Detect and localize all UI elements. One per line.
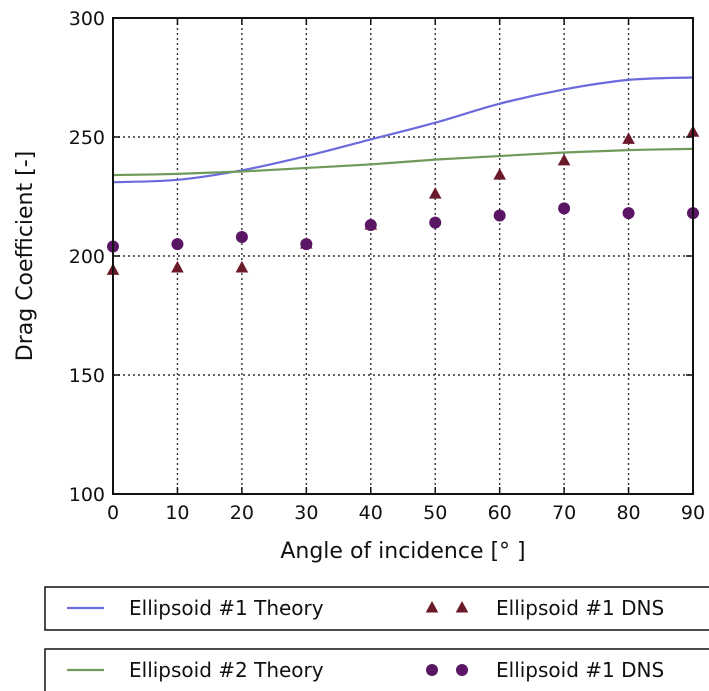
circle-point	[300, 238, 313, 251]
triangle-point	[235, 260, 249, 273]
legend-triangle-marker	[425, 601, 439, 613]
x-tick-label: 20	[230, 502, 254, 524]
y-axis-label: Drag Coefficient [-]	[13, 151, 38, 361]
x-tick-label: 80	[616, 502, 640, 524]
x-tick-label: 60	[488, 502, 512, 524]
series-line-1	[112, 76, 694, 184]
triangle-point	[622, 132, 635, 144]
y-tick-label: 250	[69, 127, 105, 149]
circle-point	[171, 238, 184, 251]
x-tick-label: 50	[423, 502, 447, 524]
legend: Ellipsoid #1 Theory Ellipsoid #1 DNS Ellip…	[44, 586, 709, 691]
x-tick-label: 40	[359, 502, 383, 524]
triangle-point	[171, 260, 184, 273]
legend-label: Ellipsoid #1 Theory	[129, 596, 324, 620]
x-tick-label: 90	[681, 502, 705, 524]
circle-point	[622, 207, 635, 220]
circle-point	[235, 230, 248, 243]
legend-circle-marker	[426, 664, 438, 676]
x-tick-label: 30	[294, 502, 318, 524]
legend-label: Ellipsoid #2 Theory	[129, 658, 324, 682]
y-tick-label: 200	[69, 246, 105, 268]
x-axis-label: Angle of incidence [° ]	[280, 539, 525, 564]
circle-point	[364, 219, 377, 232]
legend-box-1	[44, 586, 709, 631]
x-tick-label: 10	[165, 502, 189, 524]
x-tick-label: 0	[107, 502, 119, 524]
y-tick-label: 150	[69, 365, 105, 387]
circle-point	[493, 209, 506, 222]
plot-data	[106, 76, 700, 275]
triangle-point	[428, 187, 442, 199]
legend-label: Ellipsoid #1 DNS	[496, 658, 664, 682]
legend-label: Ellipsoid #1 DNS	[496, 596, 664, 620]
y-tick-label: 100	[69, 484, 105, 506]
x-tick-label: 70	[552, 502, 576, 524]
triangle-point	[493, 168, 506, 180]
legend-box-2	[44, 648, 709, 691]
series-line-2	[112, 147, 694, 177]
y-tick-label: 300	[69, 8, 105, 30]
circle-point	[429, 216, 442, 229]
legend-circle-marker	[456, 664, 468, 676]
axis-ticks: 0 10 20 30 40 50 60 70 80 90 100 150 200 250 300	[69, 8, 705, 524]
legend-triangle-marker	[455, 601, 469, 613]
triangle-point	[557, 153, 571, 166]
circle-point	[558, 202, 571, 215]
grid	[113, 18, 693, 494]
